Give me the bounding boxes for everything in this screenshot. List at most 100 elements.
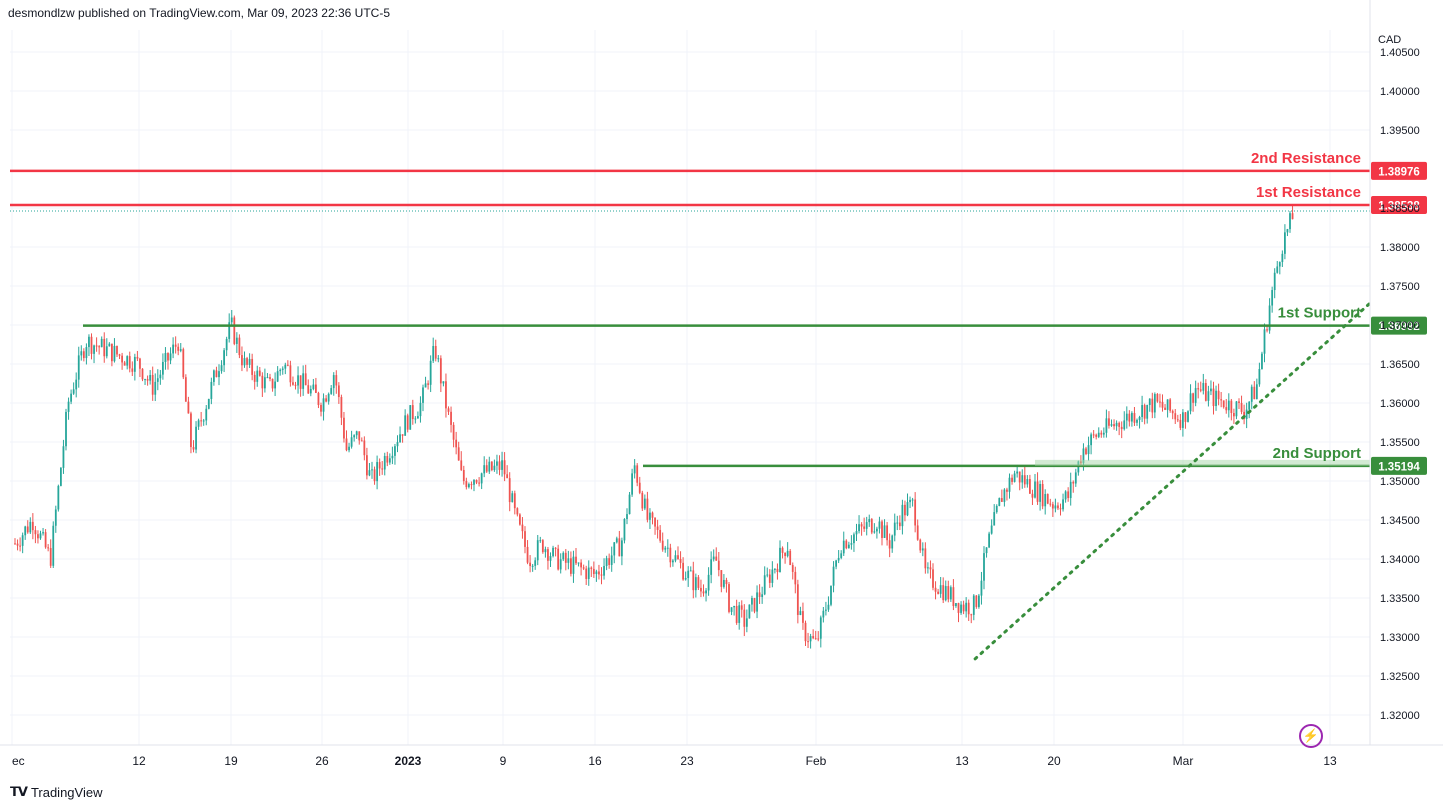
candle-body[interactable]: [1018, 471, 1021, 483]
candle-body[interactable]: [205, 408, 208, 421]
candle-body[interactable]: [965, 602, 968, 612]
candle-body[interactable]: [649, 512, 651, 520]
candle-body[interactable]: [914, 499, 917, 526]
candle-body[interactable]: [847, 544, 850, 549]
candle-body[interactable]: [804, 622, 807, 642]
candle-body[interactable]: [1006, 489, 1008, 492]
candle-body[interactable]: [738, 605, 741, 623]
ascending-trendline[interactable]: [973, 301, 1372, 661]
candle-body[interactable]: [585, 568, 588, 579]
candle-body[interactable]: [1222, 400, 1225, 408]
candle-body[interactable]: [768, 574, 771, 583]
candle-body[interactable]: [215, 370, 218, 378]
candle-body[interactable]: [136, 356, 139, 359]
candle-body[interactable]: [687, 570, 690, 579]
candle-body[interactable]: [730, 607, 733, 612]
candle-body[interactable]: [980, 580, 983, 596]
candle-body[interactable]: [279, 369, 282, 372]
candle-body[interactable]: [587, 567, 590, 579]
candle-body[interactable]: [1021, 475, 1024, 483]
candle-body[interactable]: [1255, 384, 1258, 400]
candle-body[interactable]: [383, 455, 386, 470]
candle-body[interactable]: [21, 535, 24, 546]
candle-body[interactable]: [564, 552, 567, 563]
candle-body[interactable]: [516, 508, 519, 515]
candle-body[interactable]: [508, 478, 511, 503]
candle-body[interactable]: [929, 567, 932, 570]
candle-body[interactable]: [394, 446, 396, 456]
candle-body[interactable]: [1248, 401, 1251, 410]
candle-body[interactable]: [896, 522, 899, 524]
candle-body[interactable]: [745, 618, 748, 627]
candle-body[interactable]: [192, 447, 195, 450]
candle-body[interactable]: [694, 577, 697, 591]
candle-body[interactable]: [891, 535, 894, 549]
candle-body[interactable]: [567, 558, 570, 563]
candle-body[interactable]: [1090, 434, 1092, 446]
candle-body[interactable]: [190, 413, 192, 448]
candle-body[interactable]: [133, 356, 136, 372]
candle-body[interactable]: [151, 374, 154, 395]
candle-body[interactable]: [144, 379, 146, 381]
candle-body[interactable]: [261, 375, 264, 389]
candle-body[interactable]: [1011, 477, 1013, 482]
candle-body[interactable]: [401, 434, 404, 436]
candle-body[interactable]: [1095, 434, 1098, 437]
candle-body[interactable]: [376, 462, 378, 482]
candle-body[interactable]: [1082, 448, 1085, 464]
candle-body[interactable]: [118, 354, 121, 356]
candle-body[interactable]: [572, 556, 575, 574]
candle-body[interactable]: [1102, 432, 1105, 435]
candle-body[interactable]: [845, 540, 848, 549]
candle-body[interactable]: [827, 604, 830, 610]
candle-body[interactable]: [493, 465, 496, 471]
candle-body[interactable]: [794, 571, 797, 585]
candle-body[interactable]: [513, 493, 516, 509]
candle-body[interactable]: [39, 533, 42, 539]
candle-body[interactable]: [1194, 388, 1197, 403]
candle-body[interactable]: [378, 462, 381, 469]
candle-body[interactable]: [207, 398, 210, 409]
candle-body[interactable]: [174, 344, 177, 347]
candle-body[interactable]: [955, 603, 957, 607]
candle-body[interactable]: [664, 547, 667, 550]
candle-body[interactable]: [812, 636, 815, 639]
candle-body[interactable]: [501, 460, 503, 470]
candle-body[interactable]: [452, 424, 455, 440]
candle-body[interactable]: [473, 480, 475, 485]
candle-body[interactable]: [720, 570, 723, 587]
candle-body[interactable]: [77, 355, 80, 380]
candle-body[interactable]: [105, 346, 108, 357]
candle-body[interactable]: [325, 398, 327, 402]
candle-body[interactable]: [669, 547, 672, 563]
candle-body[interactable]: [381, 468, 384, 470]
candle-body[interactable]: [539, 540, 542, 542]
candle-body[interactable]: [552, 547, 554, 557]
candle-body[interactable]: [781, 547, 784, 553]
candle-body[interactable]: [126, 356, 129, 366]
candle-body[interactable]: [1123, 420, 1126, 430]
candle-body[interactable]: [108, 343, 111, 347]
candle-body[interactable]: [608, 558, 611, 565]
candle-body[interactable]: [266, 377, 269, 379]
candle-body[interactable]: [753, 598, 756, 612]
candle-body[interactable]: [82, 351, 85, 359]
candle-body[interactable]: [289, 365, 292, 383]
candle-body[interactable]: [184, 377, 187, 402]
candle-body[interactable]: [1161, 401, 1164, 408]
candle-body[interactable]: [654, 517, 656, 527]
candle-body[interactable]: [1029, 479, 1031, 494]
candle-body[interactable]: [445, 381, 447, 409]
candle-body[interactable]: [67, 401, 70, 412]
candle-body[interactable]: [1184, 412, 1187, 422]
candle-body[interactable]: [733, 605, 735, 608]
candle-body[interactable]: [536, 540, 539, 561]
candle-body[interactable]: [1146, 405, 1149, 419]
candle-body[interactable]: [373, 469, 376, 482]
candle-body[interactable]: [1000, 498, 1003, 502]
candle-body[interactable]: [636, 465, 639, 483]
candle-body[interactable]: [1159, 401, 1161, 403]
candle-body[interactable]: [179, 349, 182, 351]
candle-body[interactable]: [559, 559, 562, 570]
candle-body[interactable]: [598, 571, 600, 575]
